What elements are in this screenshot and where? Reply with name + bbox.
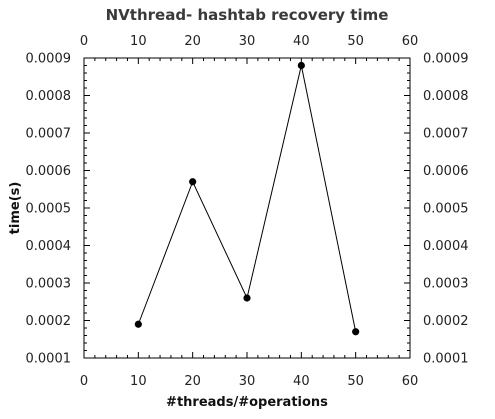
x-tick-label-bottom: 40 <box>293 374 310 389</box>
data-point <box>352 328 360 336</box>
data-point <box>297 61 305 70</box>
y-tick-label-left: 0.0003 <box>26 277 72 292</box>
y-tick-label-right: 0.0005 <box>423 202 469 217</box>
chart-title: NVthread- hashtab recovery time <box>106 6 389 24</box>
data-point <box>189 178 197 186</box>
x-tick-label-bottom: 0 <box>80 374 88 389</box>
y-tick-label-right: 0.0003 <box>423 277 469 292</box>
y-tick-label-right: 0.0007 <box>423 127 469 142</box>
y-tick-label-left: 0.0005 <box>26 202 72 217</box>
x-tick-label-top: 30 <box>239 34 256 49</box>
x-tick-label-top: 20 <box>184 34 201 49</box>
x-axis-label: #threads/#operations <box>166 395 328 410</box>
y-tick-label-left: 0.0007 <box>26 127 72 142</box>
y-tick-label-right: 0.0004 <box>423 239 469 254</box>
x-tick-label-top: 60 <box>402 34 419 49</box>
y-tick-label-left: 0.0001 <box>26 352 72 367</box>
x-tick-label-bottom: 50 <box>347 374 364 389</box>
y-axis-label: time(s) <box>8 182 23 235</box>
series-line <box>137 65 357 332</box>
plot-frame <box>83 57 411 359</box>
x-tick-label-top: 50 <box>347 34 364 49</box>
y-tick-label-right: 0.0002 <box>423 314 469 329</box>
y-tick-label-left: 0.0004 <box>26 239 72 254</box>
tick-labels: 0 0 10 10 20 20 30 30 40 40 50 50 60 60 0.0001 0.0001 0.… <box>26 34 469 389</box>
x-tick-label-top: 40 <box>293 34 310 49</box>
x-tick-label-bottom: 20 <box>184 374 201 389</box>
x-tick-label-top: 0 <box>80 34 88 49</box>
axis-ticks <box>83 57 411 359</box>
y-tick-label-left: 0.0006 <box>26 164 72 179</box>
y-tick-label-right: 0.0006 <box>423 164 469 179</box>
y-tick-label-left: 0.0002 <box>26 314 72 329</box>
y-tick-label-left: 0.0008 <box>26 89 72 104</box>
y-tick-label-right: 0.0009 <box>423 52 469 67</box>
y-tick-label-right: 0.0001 <box>423 352 469 367</box>
x-tick-label-bottom: 60 <box>402 374 419 389</box>
y-tick-label-right: 0.0008 <box>423 89 469 104</box>
data-point <box>134 320 142 328</box>
data-point <box>243 294 251 302</box>
x-tick-label-bottom: 30 <box>239 374 256 389</box>
x-tick-label-top: 10 <box>130 34 147 49</box>
series-group <box>134 61 360 336</box>
y-tick-label-left: 0.0009 <box>26 52 72 67</box>
x-tick-label-bottom: 10 <box>130 374 147 389</box>
